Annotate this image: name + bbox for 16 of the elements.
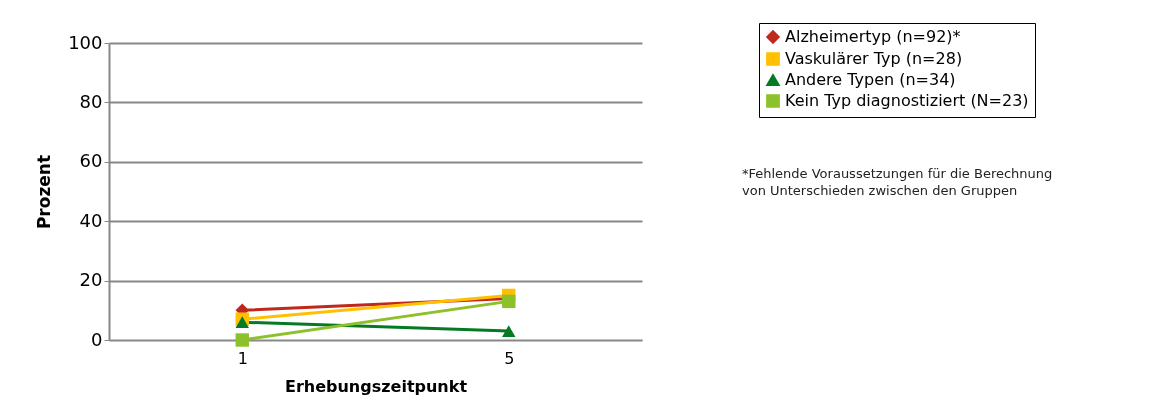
x-axis-title: Erhebungszeitpunkt [284, 376, 468, 396]
y-tick-label: 80 [79, 90, 103, 112]
point [235, 333, 249, 347]
legend-label: Vaskulärer Typ (n=28) [785, 49, 963, 68]
legend-label: Kein Typ diagnostiziert (N=23) [785, 91, 1029, 110]
x-tick-label: 5 [504, 348, 515, 368]
legend-label: Alzheimertyp (n=92)* [785, 27, 961, 46]
y-tick-label: 40 [79, 209, 103, 231]
y-tick-label: 60 [79, 150, 103, 172]
legend-label: Andere Typen (n=34) [785, 70, 956, 89]
y-tick-label: 0 [91, 328, 103, 350]
y-tick-label: 100 [68, 31, 103, 53]
x-tick-label: 1 [237, 348, 248, 368]
y-tick-label: 20 [79, 269, 103, 291]
text: *Fehlende Voraussetzungen für die Berechnung von Unterschieden zwischen den Gruppen [742, 166, 1053, 198]
y-axis-title: Prozent [34, 154, 55, 230]
